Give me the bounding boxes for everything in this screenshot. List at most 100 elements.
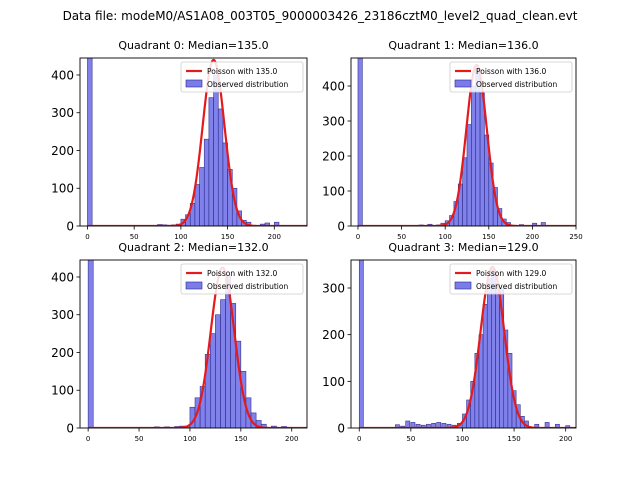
- x-tick-label: 0: [86, 435, 90, 443]
- histogram-bar: [479, 92, 485, 226]
- x-tick-label: 50: [135, 435, 144, 443]
- x-tick-label: 0: [356, 233, 360, 241]
- y-tick-label: 400: [322, 80, 345, 94]
- histogram-bar: [462, 157, 468, 226]
- histogram-bar: [260, 423, 267, 428]
- legend-label-observed: Observed distribution: [207, 80, 288, 89]
- legend-bar-swatch: [185, 79, 203, 88]
- histogram-bar: [420, 424, 426, 428]
- x-tick-label: 0: [85, 233, 89, 241]
- x-tick-label: 100: [174, 233, 187, 241]
- histogram-bar: [495, 283, 500, 428]
- quadrant-0-chart: Quadrant 0: Median=135.0 0 50 100 150 200 0 100…: [51, 39, 308, 241]
- y-tick-label: 100: [322, 375, 345, 389]
- x-tick-label: 50: [397, 233, 406, 241]
- histogram-bar: [199, 167, 205, 226]
- histogram-bar: [208, 97, 214, 226]
- axes-frame: [350, 57, 577, 227]
- x-tick-label: 150: [221, 233, 234, 241]
- legend: Poisson with 132.0 Observed distribution: [180, 263, 304, 295]
- histogram-bar: [210, 333, 216, 428]
- chart-title: Quadrant 3: Median=129.0: [388, 241, 538, 254]
- y-tick-label: 100: [51, 384, 74, 398]
- y-tick-label: 0: [337, 422, 345, 436]
- legend: Poisson with 129.0 Observed distribution: [449, 263, 573, 295]
- x-tick-label: 200: [526, 233, 539, 241]
- histogram-bar: [213, 74, 219, 226]
- y-tick-label: 100: [322, 185, 345, 199]
- legend-label-observed: Observed distribution: [476, 80, 557, 89]
- histogram-bar: [565, 425, 571, 428]
- x-tick-label: 150: [482, 233, 495, 241]
- x-tick-label: 100: [183, 435, 196, 443]
- y-tick-label: 400: [51, 68, 74, 82]
- legend-bar-swatch: [185, 281, 203, 290]
- legend-box: [180, 61, 304, 93]
- histogram-bar: [194, 184, 200, 226]
- histogram-bar: [215, 314, 221, 428]
- chart-title: Quadrant 1: Median=136.0: [388, 39, 538, 52]
- y-tick-label: 200: [51, 346, 74, 360]
- legend-box: [449, 61, 573, 93]
- quadrant-3-chart: Quadrant 3: Median=129.0 0 50 100 150 200 0 100…: [322, 241, 577, 443]
- y-tick-label: 0: [66, 422, 74, 436]
- legend: Poisson with 136.0 Observed distribution: [449, 61, 573, 93]
- y-tick-label: 200: [322, 150, 345, 164]
- histogram-bar: [87, 260, 94, 428]
- histogram-bar: [395, 424, 400, 428]
- plot-area: [357, 58, 576, 226]
- y-tick-label: 300: [51, 308, 74, 322]
- legend-bar-swatch: [454, 79, 472, 88]
- y-tick-label: 300: [51, 106, 74, 120]
- y-tick-label: 400: [51, 270, 74, 284]
- legend-label-poisson: Poisson with 135.0: [207, 67, 277, 76]
- poisson-curve: [357, 63, 576, 226]
- chart-title: Quadrant 0: Median=135.0: [118, 39, 268, 52]
- chart-title: Quadrant 2: Median=132.0: [118, 241, 268, 254]
- y-tick-label: 300: [322, 282, 345, 296]
- legend-label-poisson: Poisson with 132.0: [207, 269, 277, 278]
- x-tick-label: 50: [130, 233, 139, 241]
- histogram-bar: [217, 108, 224, 226]
- y-tick-label: 0: [66, 220, 74, 234]
- x-tick-label: 200: [559, 435, 572, 443]
- legend-label-observed: Observed distribution: [476, 282, 557, 291]
- axes-frame: [79, 259, 308, 429]
- x-tick-label: 100: [438, 233, 451, 241]
- histogram-bar: [471, 85, 477, 226]
- histogram-bar: [482, 304, 488, 428]
- y-tick-label: 200: [322, 328, 345, 342]
- histogram-bar: [466, 124, 472, 226]
- quadrant-2-chart: Quadrant 2: Median=132.0 0 50 100 150 200 0 100…: [51, 241, 308, 443]
- x-tick-label: 0: [357, 435, 361, 443]
- legend-label-poisson: Poisson with 136.0: [476, 67, 546, 76]
- legend-box: [449, 263, 573, 295]
- histogram-bar: [220, 299, 226, 428]
- y-tick-label: 200: [51, 144, 74, 158]
- histogram-bar: [273, 221, 280, 226]
- y-tick-label: 300: [322, 115, 345, 129]
- x-tick-label: 200: [268, 233, 281, 241]
- poisson-curve: [87, 58, 307, 226]
- y-tick-label: 0: [337, 220, 345, 234]
- legend: Poisson with 135.0 Observed distribution: [180, 61, 304, 93]
- legend-label-observed: Observed distribution: [207, 282, 288, 291]
- legend-label-poisson: Poisson with 129.0: [476, 269, 546, 278]
- axes-frame: [350, 259, 577, 429]
- histogram-bar: [357, 58, 363, 226]
- x-tick-label: 100: [456, 435, 469, 443]
- histogram-bar: [405, 420, 411, 428]
- x-tick-label: 250: [569, 233, 582, 241]
- histogram-bar: [358, 260, 364, 428]
- x-tick-label: 150: [507, 435, 520, 443]
- x-tick-label: 50: [406, 435, 415, 443]
- quadrant-1-chart: Quadrant 1: Median=136.0 0 50 100 150 200 250 0…: [322, 39, 583, 241]
- y-tick-label: 100: [51, 182, 74, 196]
- legend-bar-swatch: [454, 281, 472, 290]
- x-tick-label: 150: [234, 435, 247, 443]
- axes-frame: [79, 57, 308, 227]
- histogram-bar: [540, 222, 546, 226]
- histogram-bar: [87, 58, 93, 226]
- histogram-bar: [478, 334, 484, 428]
